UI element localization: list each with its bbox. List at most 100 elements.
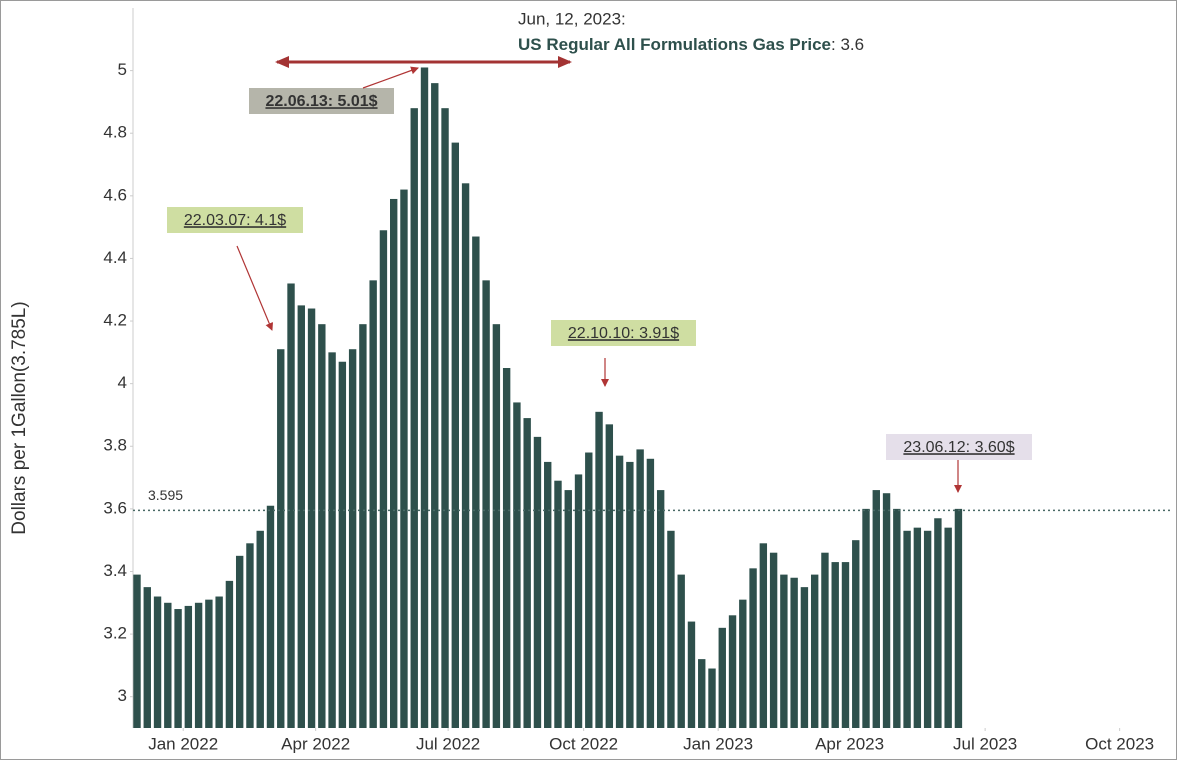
- bar: [615, 455, 624, 728]
- bar: [492, 324, 501, 728]
- bar: [328, 352, 336, 728]
- bar: [461, 183, 470, 729]
- y-tick-label: 3: [118, 686, 127, 705]
- bar: [420, 67, 429, 728]
- bar: [390, 198, 398, 728]
- bar: [174, 609, 182, 728]
- bar: [554, 480, 562, 728]
- bar: [882, 493, 891, 728]
- bar: [235, 555, 244, 728]
- annotation-label: 23.06.12: 3.60$: [903, 439, 1014, 456]
- y-tick-label: 4.4: [103, 248, 127, 267]
- y-tick-label: 4.8: [103, 123, 127, 142]
- bar: [831, 562, 839, 728]
- bar: [636, 449, 644, 728]
- bar: [923, 530, 932, 728]
- y-tick-label: 3.6: [103, 498, 127, 517]
- x-tick-label: Jul 2022: [416, 734, 480, 753]
- bar: [194, 602, 203, 728]
- tooltip-line: US Regular All Formulations Gas Price: 3…: [518, 35, 864, 54]
- bar: [533, 436, 542, 728]
- annotation-label: 22.03.07: 4.1$: [184, 212, 286, 229]
- bar: [184, 605, 193, 728]
- bar: [585, 452, 593, 728]
- bar: [687, 621, 696, 728]
- bar: [893, 508, 901, 728]
- y-tick-label: 4.6: [103, 185, 127, 204]
- bar: [225, 580, 234, 728]
- bar: [708, 668, 716, 728]
- x-tick-label: Apr 2023: [815, 734, 884, 753]
- bar: [944, 527, 952, 728]
- annotation-arrow: [236, 245, 273, 331]
- bar: [749, 568, 757, 728]
- bar: [338, 361, 347, 728]
- tooltip-value: 3.6: [840, 35, 864, 54]
- annotation-label: 22.10.10: 3.91$: [568, 325, 679, 342]
- y-tick-label: 3.4: [103, 561, 127, 580]
- annotation-label: 22.06.13: 5.01$: [265, 93, 377, 110]
- bar: [903, 530, 911, 728]
- y-axis-label: Dollars per 1Gallon(3.785L): [9, 301, 30, 534]
- annotation-box: [886, 434, 1032, 460]
- bar: [277, 349, 285, 728]
- y-tick-label: 5: [118, 60, 127, 79]
- y-tick-label: 4.2: [103, 311, 127, 330]
- bar: [739, 599, 747, 728]
- bar: [215, 596, 223, 728]
- bar: [954, 508, 963, 728]
- bar: [780, 574, 788, 728]
- bar: [698, 659, 706, 728]
- bar: [379, 230, 388, 728]
- tooltip-sep: :: [831, 35, 840, 54]
- bar: [523, 418, 531, 728]
- bar: [153, 596, 162, 728]
- bar: [307, 308, 316, 728]
- bar: [297, 305, 305, 728]
- x-tick-label: Jan 2022: [148, 734, 218, 753]
- x-tick-label: Oct 2023: [1085, 734, 1154, 753]
- bar: [472, 236, 480, 729]
- bar: [451, 142, 460, 728]
- bar: [205, 599, 213, 728]
- bar: [656, 490, 665, 728]
- bar: [431, 83, 439, 728]
- annotation-box: [249, 88, 394, 114]
- bar: [769, 552, 778, 728]
- bar: [667, 530, 675, 728]
- bar: [810, 574, 819, 728]
- bar: [800, 587, 809, 728]
- bar: [564, 490, 572, 728]
- bar: [256, 530, 264, 728]
- bar: [574, 474, 583, 728]
- bar: [400, 189, 408, 729]
- bar: [718, 627, 726, 728]
- annotation-box: [167, 207, 303, 233]
- bar: [821, 552, 829, 728]
- bar: [246, 543, 254, 728]
- bar: [646, 458, 655, 728]
- bar: [852, 540, 860, 728]
- bar: [595, 411, 603, 728]
- bar: [164, 602, 172, 728]
- bar: [862, 508, 870, 728]
- bar: [482, 280, 490, 728]
- bar: [359, 324, 367, 728]
- x-tick-label: Jan 2023: [683, 734, 753, 753]
- bar: [677, 574, 685, 728]
- bar: [790, 577, 798, 728]
- bar: [348, 349, 357, 728]
- tooltip-date: Jun, 12, 2023:: [518, 9, 626, 28]
- bar: [502, 368, 511, 728]
- bar: [544, 461, 552, 728]
- y-tick-label: 4: [118, 373, 127, 392]
- bar: [728, 615, 737, 728]
- bar: [759, 543, 768, 728]
- bar: [369, 280, 377, 728]
- bar: [266, 505, 275, 728]
- bar: [513, 402, 521, 728]
- x-tick-label: Jul 2023: [953, 734, 1017, 753]
- bar: [143, 587, 151, 728]
- bar: [318, 324, 326, 728]
